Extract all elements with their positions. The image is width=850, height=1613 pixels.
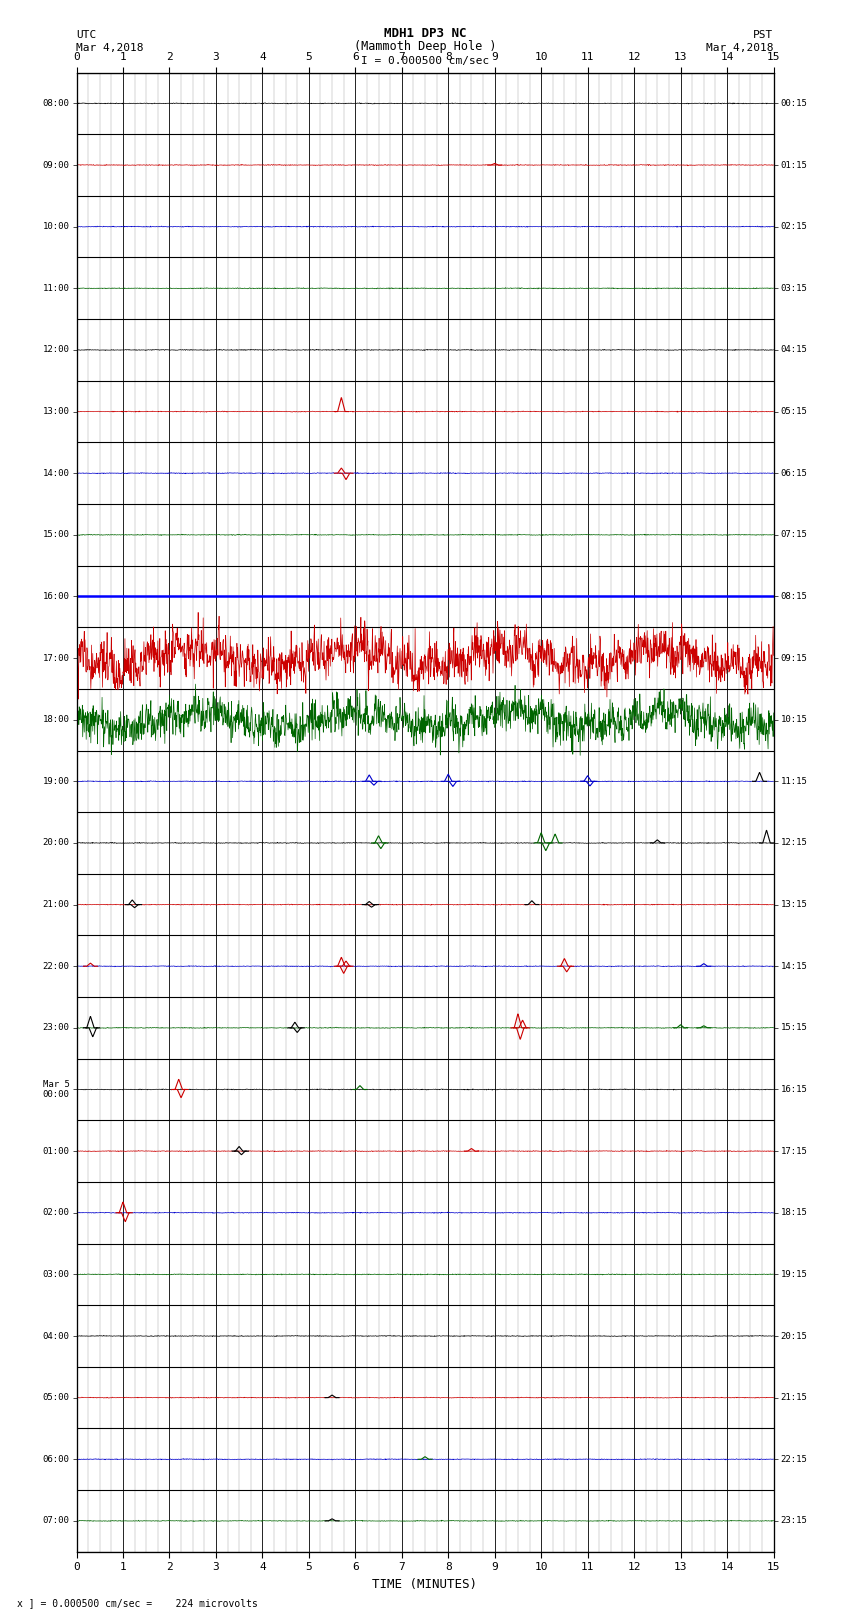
X-axis label: TIME (MINUTES): TIME (MINUTES) [372,1578,478,1590]
Text: Mar 4,2018: Mar 4,2018 [76,44,144,53]
Text: I = 0.000500 cm/sec: I = 0.000500 cm/sec [361,56,489,66]
Text: PST: PST [753,31,774,40]
Text: x ] = 0.000500 cm/sec =    224 microvolts: x ] = 0.000500 cm/sec = 224 microvolts [17,1598,258,1608]
Text: UTC: UTC [76,31,97,40]
Text: MDH1 DP3 NC: MDH1 DP3 NC [383,27,467,40]
Text: (Mammoth Deep Hole ): (Mammoth Deep Hole ) [354,40,496,53]
Text: Mar 4,2018: Mar 4,2018 [706,44,774,53]
